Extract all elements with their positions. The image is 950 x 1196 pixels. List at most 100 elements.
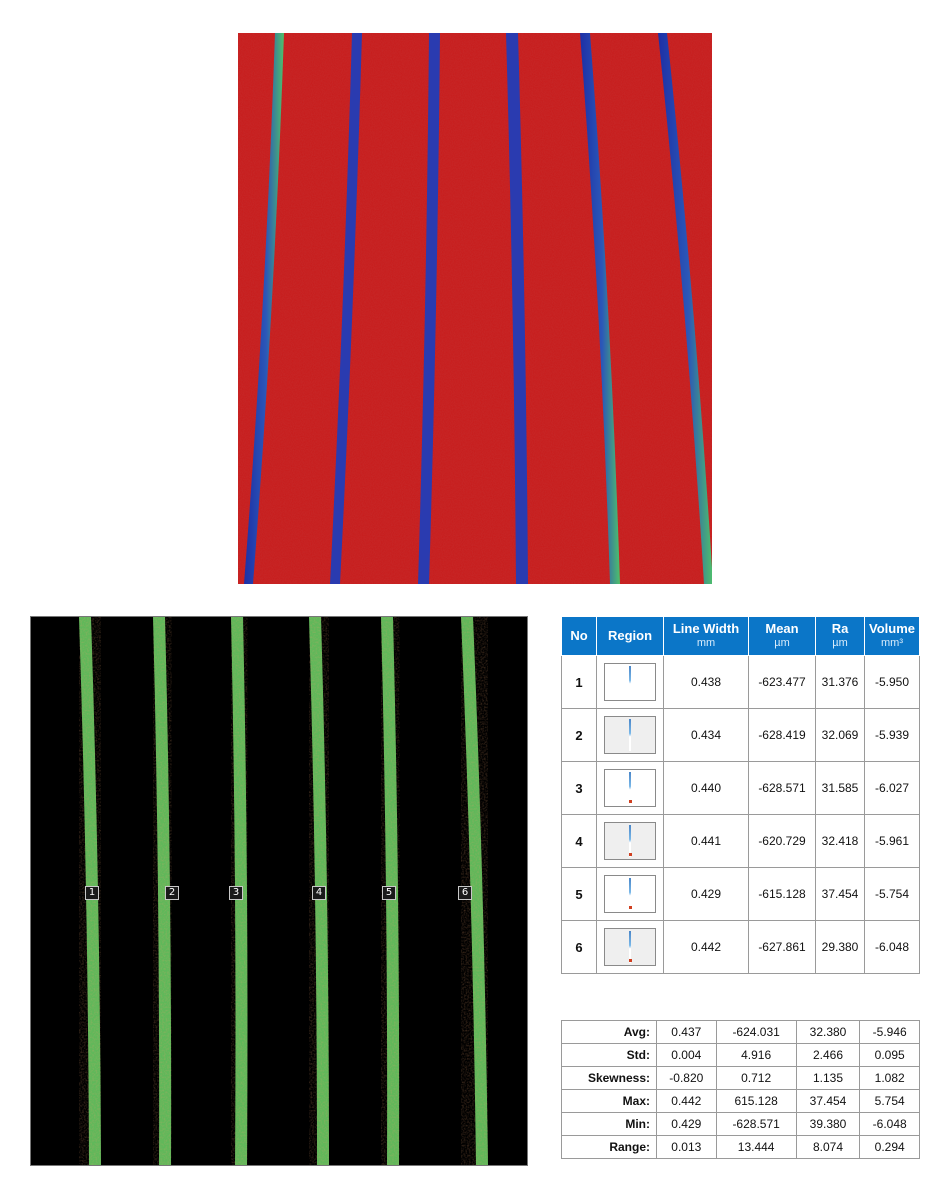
- stat-label: Std:: [561, 1043, 657, 1067]
- stat-mean: 615.128: [715, 1089, 797, 1113]
- cell-ra: 29.380: [815, 920, 865, 974]
- stat-volume: -6.048: [859, 1112, 920, 1136]
- cell-region: [596, 708, 664, 762]
- region-thumbnail: [604, 822, 656, 860]
- cell-line-width: 0.438: [663, 655, 749, 709]
- region-thumbnail: [604, 928, 656, 966]
- cell-line-width: 0.434: [663, 708, 749, 762]
- stat-line-width: -0.820: [656, 1066, 717, 1090]
- header-volume: Volume mm³: [864, 616, 920, 656]
- stat-label: Max:: [561, 1089, 657, 1113]
- cell-ra: 37.454: [815, 867, 865, 921]
- cell-no: 4: [561, 814, 597, 868]
- cell-volume: -5.950: [864, 655, 920, 709]
- header-line-width: Line Width mm: [663, 616, 749, 656]
- groove-4: [506, 33, 528, 584]
- table-row: 1 0.438 -623.477 31.376 -5.950: [561, 655, 920, 709]
- cell-volume: -5.754: [864, 867, 920, 921]
- table-row: 4 0.441 -620.729 32.418 -5.961: [561, 814, 920, 868]
- stat-mean: -624.031: [715, 1020, 797, 1044]
- cell-mean: -627.861: [748, 920, 816, 974]
- region-thumbnail: [604, 769, 656, 807]
- stat-ra: 37.454: [795, 1089, 861, 1113]
- stat-label: Min:: [561, 1112, 657, 1136]
- cell-region: [596, 761, 664, 815]
- stat-label: Range:: [561, 1135, 657, 1159]
- stat-line-width: 0.437: [656, 1020, 717, 1044]
- stat-mean: -628.571: [715, 1112, 797, 1136]
- groove-6: [658, 33, 712, 584]
- cell-no: 5: [561, 867, 597, 921]
- stat-ra: 39.380: [795, 1112, 861, 1136]
- cell-line-width: 0.429: [663, 867, 749, 921]
- cell-volume: -6.027: [864, 761, 920, 815]
- region-label-4: 4: [312, 886, 326, 900]
- stats-row: Std: 0.004 4.916 2.466 0.095: [561, 1043, 920, 1067]
- region-map: 1 2 3 4 5 6: [30, 616, 528, 1166]
- cell-ra: 31.585: [815, 761, 865, 815]
- cell-volume: -6.048: [864, 920, 920, 974]
- stat-volume: 5.754: [859, 1089, 920, 1113]
- statistics-table: Avg: 0.437 -624.031 32.380 -5.946 Std: 0…: [561, 1020, 920, 1159]
- stat-line-width: 0.442: [656, 1089, 717, 1113]
- results-header-row: No Region Line Width mm Mean µm Ra µm Volum…: [561, 616, 920, 656]
- region-label-6: 6: [458, 886, 472, 900]
- table-row: 6 0.442 -627.861 29.380 -6.048: [561, 920, 920, 974]
- region-thumbnail: [604, 663, 656, 701]
- stat-line-width: 0.429: [656, 1112, 717, 1136]
- stat-line-width: 0.013: [656, 1135, 717, 1159]
- stat-volume: 1.082: [859, 1066, 920, 1090]
- groove-1: [244, 33, 284, 584]
- cell-line-width: 0.442: [663, 920, 749, 974]
- stat-ra: 1.135: [795, 1066, 861, 1090]
- table-row: 5 0.429 -615.128 37.454 -5.754: [561, 867, 920, 921]
- cell-mean: -623.477: [748, 655, 816, 709]
- stat-label: Skewness:: [561, 1066, 657, 1090]
- header-region: Region: [596, 616, 664, 656]
- cell-no: 3: [561, 761, 597, 815]
- cell-mean: -615.128: [748, 867, 816, 921]
- cell-no: 6: [561, 920, 597, 974]
- header-no: No: [561, 616, 597, 656]
- stat-mean: 13.444: [715, 1135, 797, 1159]
- region-thumbnail: [604, 875, 656, 913]
- cell-region: [596, 867, 664, 921]
- cell-region: [596, 920, 664, 974]
- groove-2: [330, 33, 362, 584]
- cell-mean: -628.571: [748, 761, 816, 815]
- cell-line-width: 0.441: [663, 814, 749, 868]
- region-thumbnail: [604, 716, 656, 754]
- cell-mean: -628.419: [748, 708, 816, 762]
- cell-ra: 31.376: [815, 655, 865, 709]
- results-table: No Region Line Width mm Mean µm Ra µm Volum…: [561, 616, 920, 974]
- height-map-image: [238, 33, 712, 584]
- stats-row: Range: 0.013 13.444 8.074 0.294: [561, 1135, 920, 1159]
- cell-line-width: 0.440: [663, 761, 749, 815]
- cell-mean: -620.729: [748, 814, 816, 868]
- cell-no: 1: [561, 655, 597, 709]
- stat-line-width: 0.004: [656, 1043, 717, 1067]
- region-label-1: 1: [85, 886, 99, 900]
- stat-volume: -5.946: [859, 1020, 920, 1044]
- groove-3: [418, 33, 440, 584]
- header-mean: Mean µm: [748, 616, 816, 656]
- cell-region: [596, 655, 664, 709]
- region-label-5: 5: [382, 886, 396, 900]
- stats-row: Avg: 0.437 -624.031 32.380 -5.946: [561, 1020, 920, 1044]
- stat-volume: 0.095: [859, 1043, 920, 1067]
- stat-ra: 2.466: [795, 1043, 861, 1067]
- header-ra: Ra µm: [815, 616, 865, 656]
- stat-label: Avg:: [561, 1020, 657, 1044]
- stat-mean: 0.712: [715, 1066, 797, 1090]
- cell-volume: -5.961: [864, 814, 920, 868]
- stats-row: Min: 0.429 -628.571 39.380 -6.048: [561, 1112, 920, 1136]
- stat-mean: 4.916: [715, 1043, 797, 1067]
- cell-no: 2: [561, 708, 597, 762]
- region-label-2: 2: [165, 886, 179, 900]
- stats-row: Skewness: -0.820 0.712 1.135 1.082: [561, 1066, 920, 1090]
- cell-ra: 32.069: [815, 708, 865, 762]
- stats-row: Max: 0.442 615.128 37.454 5.754: [561, 1089, 920, 1113]
- table-row: 2 0.434 -628.419 32.069 -5.939: [561, 708, 920, 762]
- stat-volume: 0.294: [859, 1135, 920, 1159]
- groove-5: [580, 33, 620, 584]
